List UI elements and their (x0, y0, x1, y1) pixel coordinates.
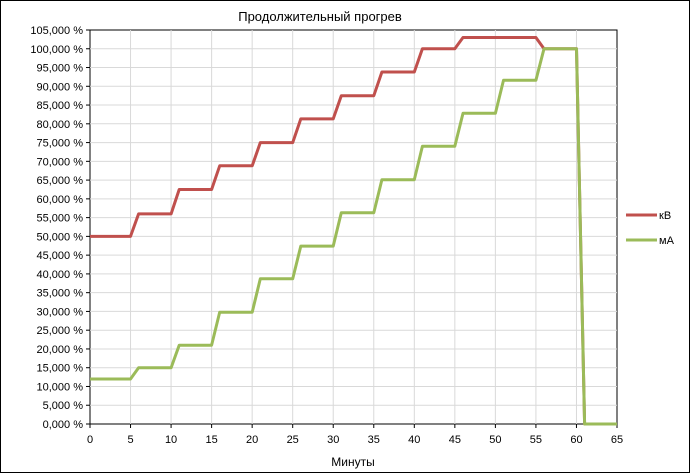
x-tick-label: 15 (205, 434, 217, 446)
y-tick-label: 35,000 % (37, 288, 84, 300)
plot-area (89, 29, 618, 425)
y-tick-label: 5,000 % (43, 400, 84, 412)
y-tick-label: 75,000 % (37, 138, 84, 150)
legend-label: кВ (659, 210, 671, 222)
y-tick-label: 95,000 % (37, 63, 84, 75)
y-tick-label: 10,000 % (37, 381, 84, 393)
y-tick-label: 20,000 % (37, 344, 84, 356)
x-tick-label: 55 (530, 434, 542, 446)
y-tick-label: 80,000 % (37, 119, 84, 131)
y-tick-label: 30,000 % (37, 306, 84, 318)
x-tick-label: 60 (570, 434, 582, 446)
y-tick-label: 0,000 % (43, 419, 84, 431)
x-tick-label: 45 (449, 434, 461, 446)
x-tick-label: 10 (165, 434, 177, 446)
x-tick-label: 40 (408, 434, 420, 446)
x-tick-label: 20 (246, 434, 258, 446)
x-tick-label: 25 (287, 434, 299, 446)
x-tick-label: 65 (611, 434, 623, 446)
y-tick-label: 15,000 % (37, 363, 84, 375)
series-line-2 (90, 47, 617, 426)
x-tick-label: 50 (489, 434, 501, 446)
y-tick-label: 60,000 % (37, 194, 84, 206)
legend-label: мА (659, 235, 675, 247)
x-axis-ticks: 0 5 10 15 20 25 30 35 40 45 50 55 60 65 (87, 424, 623, 446)
x-tick-label: 0 (87, 434, 93, 446)
legend: кВ мА (626, 210, 675, 247)
series-lines (90, 36, 617, 426)
y-tick-label: 90,000 % (37, 81, 84, 93)
x-tick-label: 30 (327, 434, 339, 446)
x-tick-label: 35 (368, 434, 380, 446)
y-tick-label: 65,000 % (37, 175, 84, 187)
y-tick-label: 100,000 % (30, 44, 83, 56)
x-tick-label: 5 (127, 434, 133, 446)
y-tick-label: 50,000 % (37, 231, 84, 243)
y-axis-ticks: 0,000 % 5,000 % 10,000 % 15,000 % 20,000 % 25… (30, 25, 90, 431)
series-line-1 (90, 36, 617, 426)
y-tick-label: 40,000 % (37, 269, 84, 281)
y-tick-label: 55,000 % (37, 213, 84, 225)
grid-lines (90, 30, 617, 424)
y-tick-label: 85,000 % (37, 100, 84, 112)
y-tick-label: 70,000 % (37, 156, 84, 168)
y-tick-label: 25,000 % (37, 325, 84, 337)
y-tick-label: 105,000 % (30, 25, 83, 37)
x-axis-label: Минуты (331, 455, 374, 469)
y-tick-label: 45,000 % (37, 250, 84, 262)
chart-title: Продолжительный прогрев (238, 9, 402, 24)
